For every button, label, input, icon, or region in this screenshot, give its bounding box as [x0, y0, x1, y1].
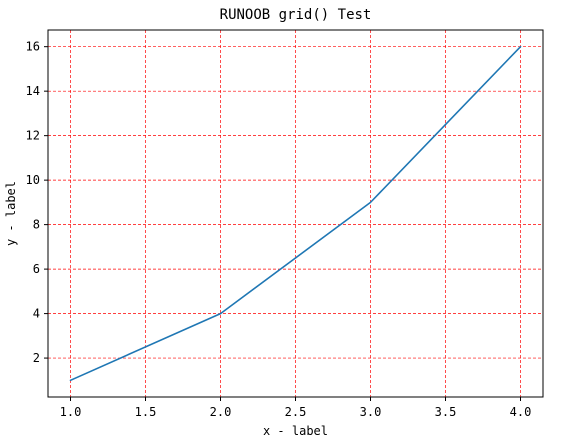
x-tick-label: 2.0 — [210, 405, 232, 419]
grid-layer — [48, 30, 543, 397]
y-tick-label: 10 — [26, 173, 40, 187]
x-tick-label: 3.0 — [360, 405, 382, 419]
y-axis-ticks: 2 4 6 8 10 12 14 16 — [26, 40, 48, 365]
x-tick-label: 1.5 — [135, 405, 157, 419]
x-tick-label: 3.5 — [435, 405, 457, 419]
chart-title: RUNOOB grid() Test — [220, 7, 372, 23]
series-layer — [69, 45, 522, 382]
x-tick-label: 1.0 — [60, 405, 82, 419]
y-tick-label: 16 — [26, 40, 40, 54]
series-line — [69, 45, 522, 382]
y-tick-label: 6 — [33, 262, 40, 276]
y-tick-label: 8 — [33, 218, 40, 232]
x-axis-label: x - label — [263, 424, 328, 438]
x-axis-ticks: 1.0 1.5 2.0 2.5 3.0 3.5 4.0 — [60, 397, 532, 419]
x-tick-label: 2.5 — [285, 405, 307, 419]
x-tick-label: 4.0 — [510, 405, 532, 419]
y-tick-label: 2 — [33, 351, 40, 365]
y-tick-label: 14 — [26, 84, 40, 98]
y-axis-label: y - label — [4, 181, 18, 246]
y-tick-label: 12 — [26, 129, 40, 143]
y-tick-label: 4 — [33, 307, 40, 321]
